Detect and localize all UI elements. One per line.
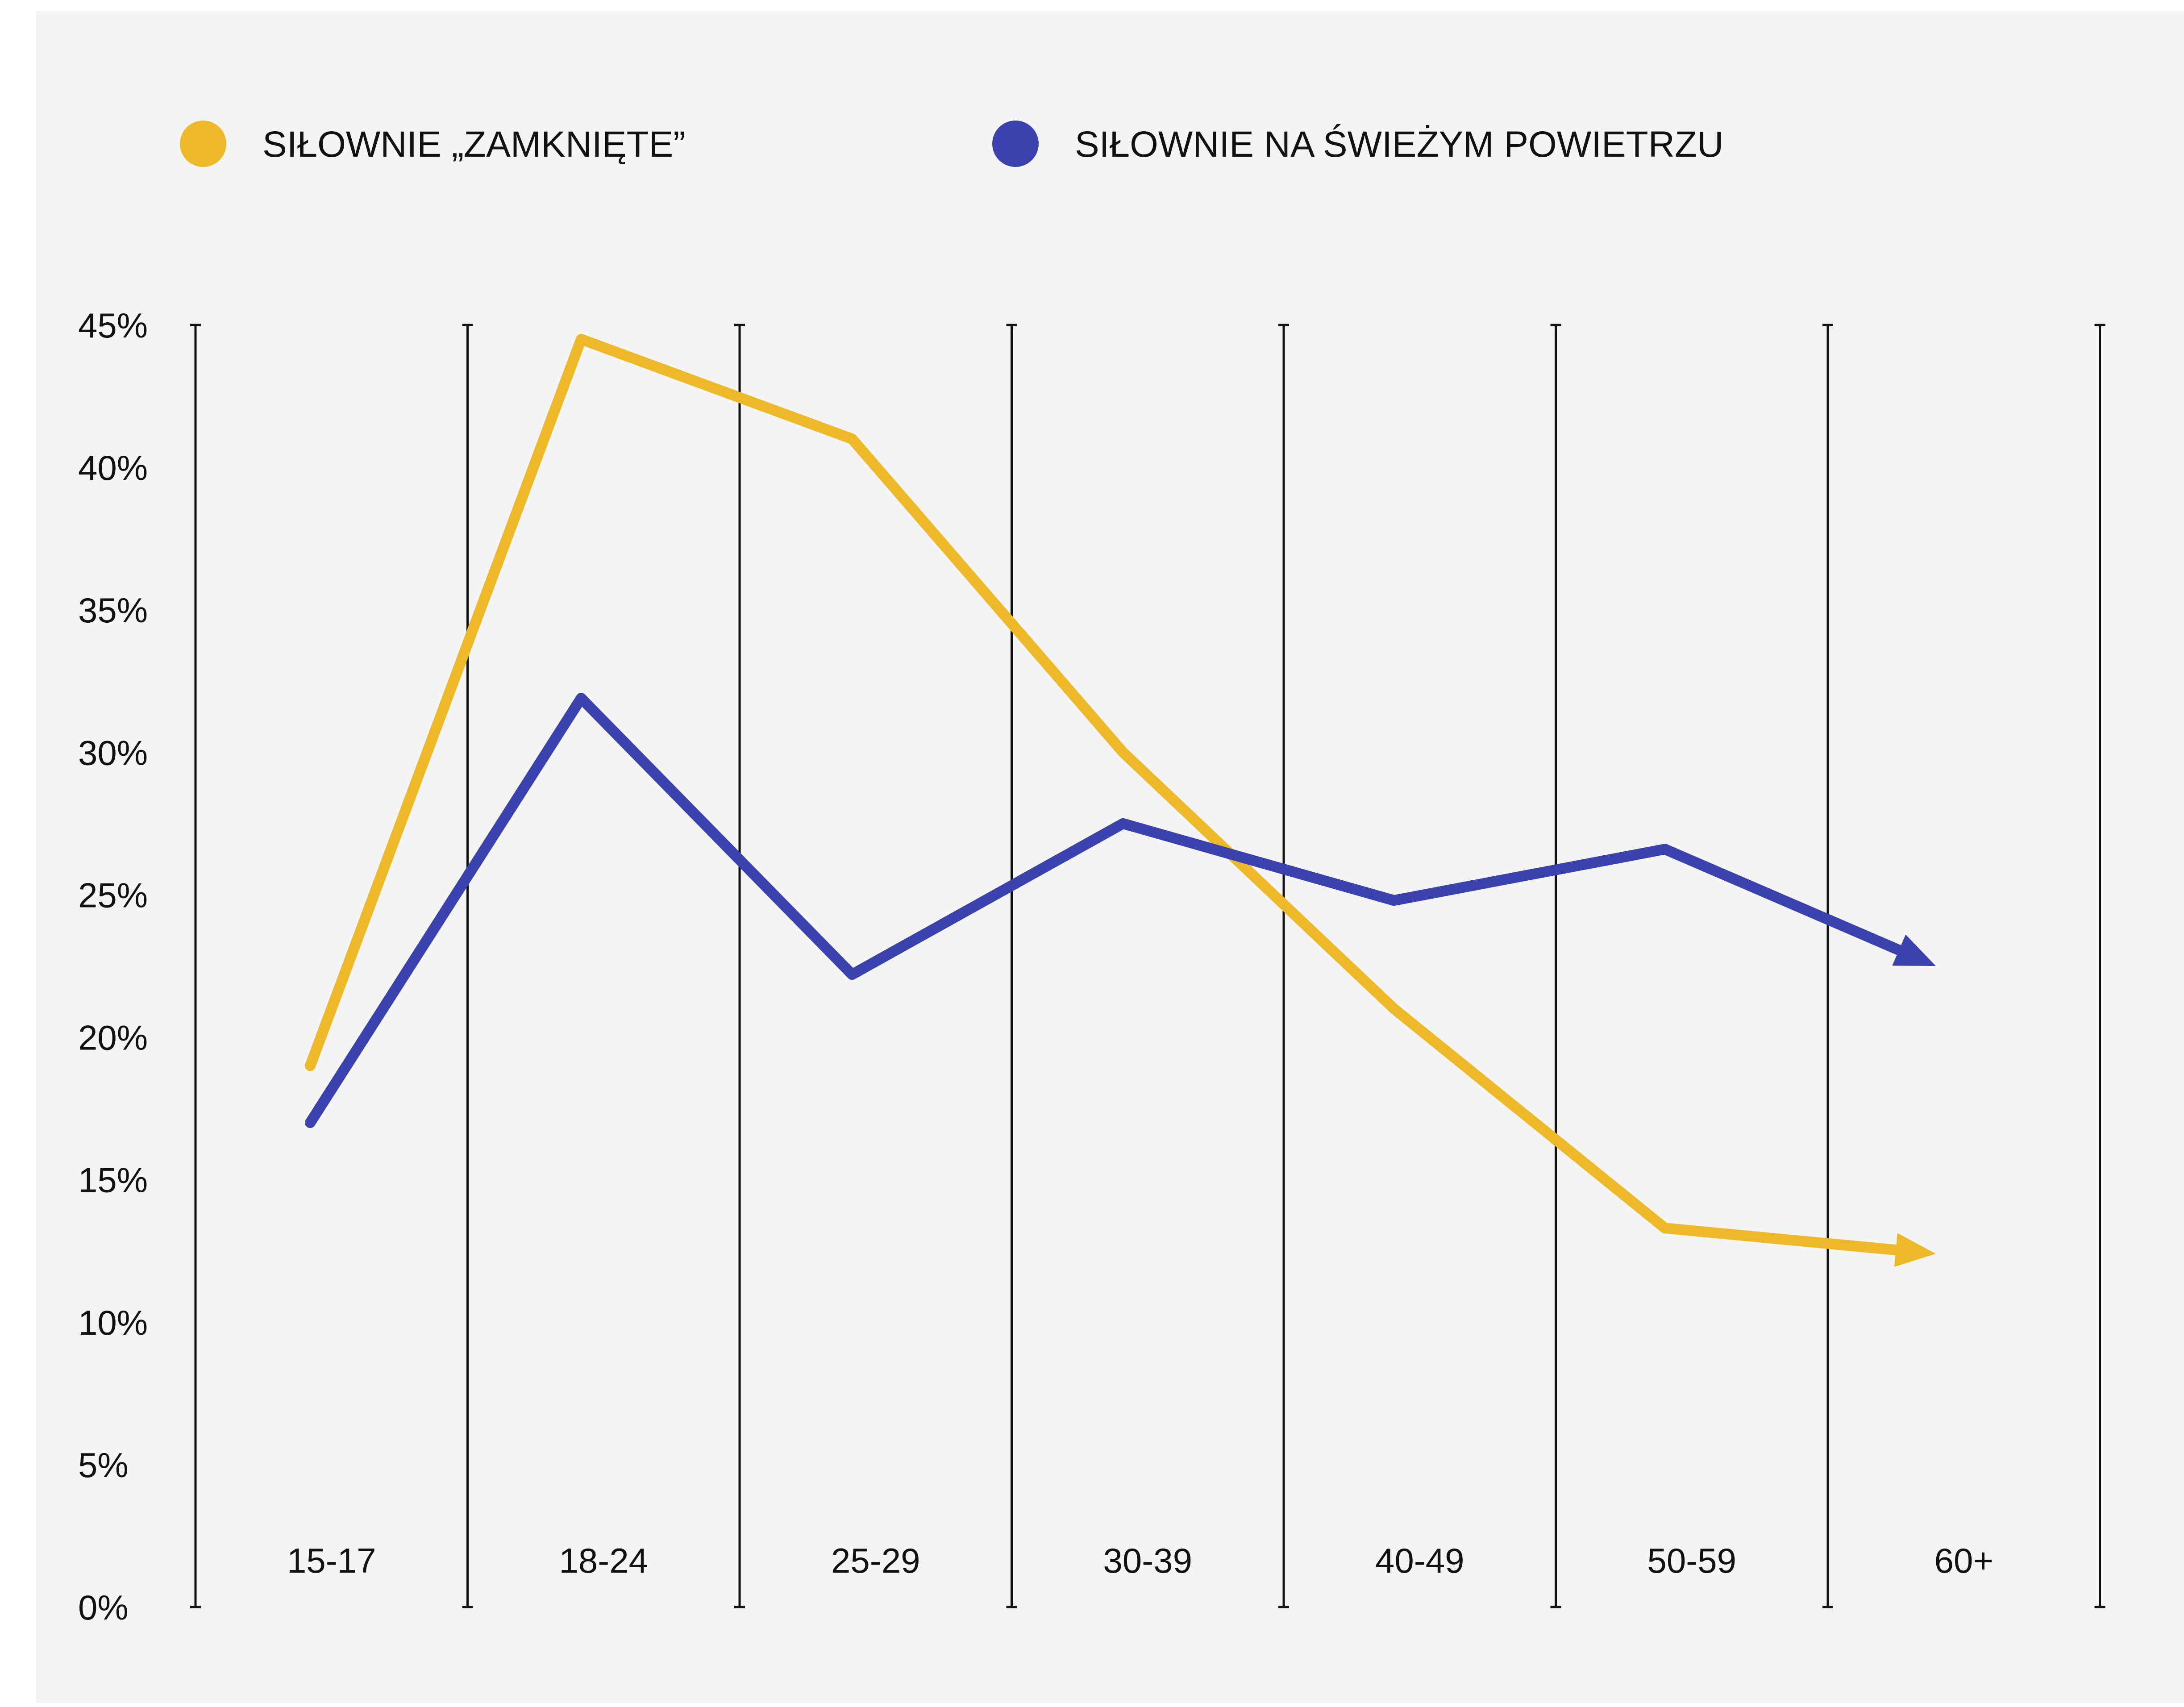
x-category-label: 25-29 <box>831 1541 920 1580</box>
y-tick-label: 15% <box>78 1161 148 1200</box>
legend-label-2: SIŁOWNIE NA ŚWIEŻYM POWIETRZU <box>1075 124 1723 165</box>
legend-label-1: SIŁOWNIE „ZAMKNIĘTE” <box>262 124 686 165</box>
x-category-label: 50-59 <box>1647 1541 1737 1580</box>
y-tick-label: 10% <box>78 1303 148 1342</box>
series-arrowhead-2 <box>1892 934 1936 966</box>
legend: SIŁOWNIE „ZAMKNIĘTE” SIŁOWNIE NA ŚWIEŻYM … <box>180 121 1723 167</box>
x-category-label: 18-24 <box>559 1541 649 1580</box>
legend-marker-1 <box>180 121 226 167</box>
x-category-label: 30-39 <box>1103 1541 1193 1580</box>
x-category-label: 60+ <box>1934 1541 1993 1580</box>
legend-marker-2 <box>992 121 1039 167</box>
chart-background <box>36 11 2184 1703</box>
series-line-1 <box>305 333 1906 1256</box>
y-axis-ticks: 0% 5% 10% 15% 20% 25% 30% 35% 40% 45% <box>78 306 148 1627</box>
y-tick-label: 30% <box>78 733 148 772</box>
x-category-label: 15-17 <box>287 1541 376 1580</box>
series-arrowhead-1 <box>1894 1233 1936 1267</box>
y-tick-label: 45% <box>78 306 148 345</box>
series-line-2 <box>305 693 1909 1128</box>
x-axis-categories: 15-17 18-24 25-29 30-39 40-49 50-59 60+ <box>287 1541 1993 1580</box>
series-lines <box>305 333 1936 1267</box>
y-tick-label: 20% <box>78 1018 148 1058</box>
y-tick-label: 35% <box>78 591 148 630</box>
y-tick-label: 0% <box>78 1588 129 1627</box>
x-category-label: 40-49 <box>1375 1541 1464 1580</box>
y-tick-label: 25% <box>78 875 148 915</box>
y-tick-label: 5% <box>78 1445 129 1485</box>
y-tick-label: 40% <box>78 448 148 487</box>
vertical-grid <box>190 324 2105 1608</box>
